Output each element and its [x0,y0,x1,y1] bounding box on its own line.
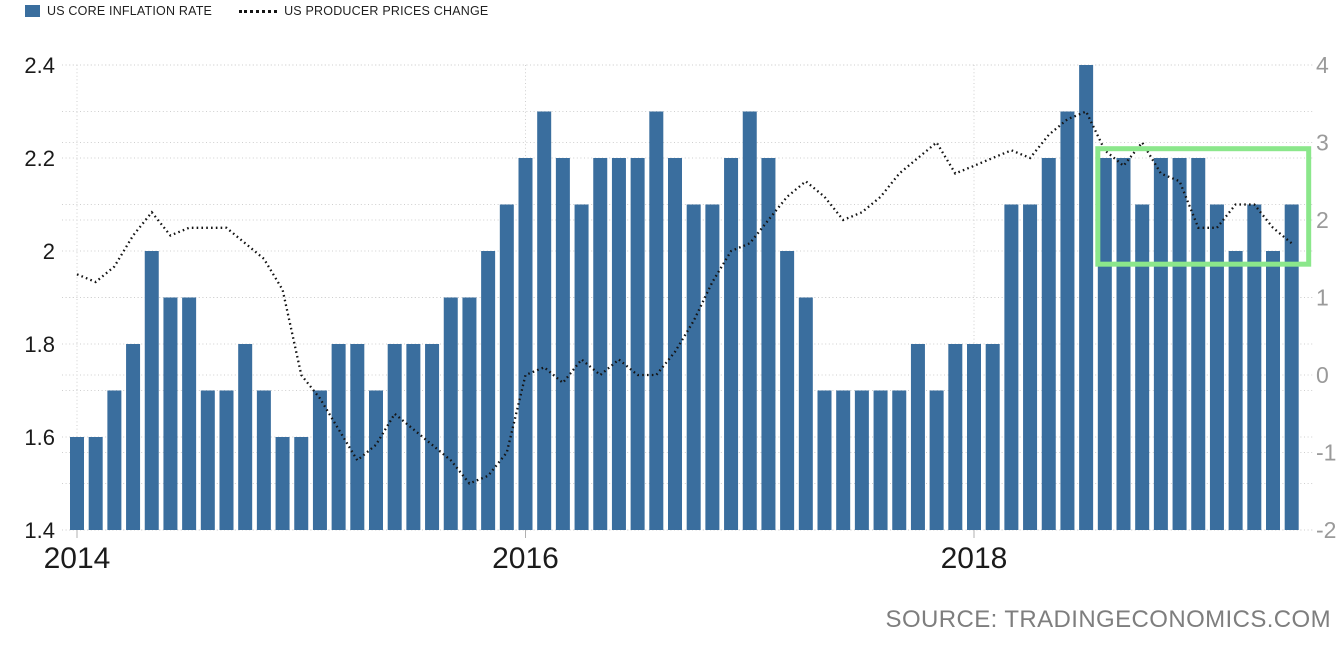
y-axis-right-label: -2 [1316,517,1336,543]
y-axis-right-label: 1 [1316,285,1329,311]
inflation-bar [163,297,178,530]
inflation-bar [1041,158,1056,530]
inflation-bar [200,390,215,530]
inflation-bar [611,158,626,530]
inflation-bar [1228,251,1243,530]
y-axis-right-label: 3 [1316,130,1329,156]
inflation-bar [555,158,570,530]
inflation-bar [948,344,963,530]
inflation-bar [854,390,869,530]
inflation-bar [312,390,327,530]
x-axis-label: 2014 [44,542,111,575]
legend-label-producer-prices: US PRODUCER PRICES CHANGE [284,4,489,18]
y-axis-left-label: 2.2 [24,146,55,171]
inflation-bar [481,251,496,530]
inflation-bar [537,111,552,530]
source-attribution: SOURCE: TRADINGECONOMICS.COM [885,606,1331,633]
inflation-bar [705,204,720,530]
legend-item-producer-prices[interactable]: US PRODUCER PRICES CHANGE [239,4,488,18]
inflation-bar [462,297,477,530]
inflation-bar [182,297,197,530]
y-axis-right-label: -1 [1316,440,1336,466]
inflation-bar [256,390,271,530]
inflation-bar [88,437,103,530]
inflation-bar [107,390,122,530]
inflation-bar [780,251,795,530]
legend-label-core-inflation: US CORE INFLATION RATE [47,4,213,18]
inflation-bar [1209,204,1224,530]
inflation-bar [929,390,944,530]
inflation-bar [910,344,925,530]
dotted-line-swatch-icon [239,9,278,13]
x-axis-label: 2018 [941,542,1008,575]
inflation-bar [873,390,888,530]
legend-item-core-inflation[interactable]: US CORE INFLATION RATE [25,4,212,18]
inflation-bar [1097,158,1112,530]
inflation-bar [126,344,141,530]
inflation-bar [892,390,907,530]
inflation-bar [593,158,608,530]
inflation-bar [985,344,1000,530]
y-axis-right-label: 0 [1316,362,1329,388]
inflation-bar [742,111,757,530]
inflation-bar [144,251,159,530]
inflation-bar [1135,204,1150,530]
y-axis-left-label: 1.4 [24,518,55,543]
inflation-bar [1079,65,1094,530]
inflation-bar [1060,111,1075,530]
inflation-bar [518,158,533,530]
inflation-bar [275,437,290,530]
inflation-bar [1284,204,1299,530]
y-axis-right-label: 2 [1316,207,1329,233]
inflation-bar [238,344,253,530]
inflation-bar [1191,158,1206,530]
producer-prices-line [76,110,1293,485]
y-axis-left-label: 1.8 [24,332,55,357]
inflation-bar [499,204,514,530]
inflation-bar [350,344,365,530]
inflation-bar [817,390,832,530]
inflation-bar [443,297,458,530]
inflation-bar [219,390,234,530]
inflation-bar [724,158,739,530]
legend: US CORE INFLATION RATE US PRODUCER PRICE… [25,4,488,18]
inflation-bar [630,158,645,530]
y-axis-right-label: 4 [1316,52,1329,78]
inflation-bar [70,437,84,530]
inflation-bar [331,344,346,530]
inflation-bar [369,390,383,530]
inflation-bar [1004,204,1019,530]
inflation-bar [836,390,851,530]
inflation-bar [686,204,701,530]
inflation-bar [967,344,981,530]
inflation-bar [425,344,440,530]
inflation-bar [387,344,402,530]
x-axis-label: 2016 [492,542,559,575]
y-axis-left-label: 1.6 [24,425,55,450]
inflation-bar [1266,251,1280,530]
inflation-bar [1247,204,1262,530]
inflation-bar [574,204,589,530]
inflation-bar [668,158,682,530]
inflation-bar [1153,158,1168,530]
inflation-bar [406,344,421,530]
inflation-bar [798,297,813,530]
inflation-bar [1116,158,1131,530]
inflation-bar [649,111,664,530]
inflation-bar [1172,158,1187,530]
highlight-box [1095,146,1312,267]
inflation-bar [761,158,776,530]
y-axis-left-label: 2 [43,239,55,264]
y-axis-left-label: 2.4 [24,53,55,78]
inflation-bar [294,437,309,530]
inflation-bar [1023,204,1038,530]
bar-swatch-icon [25,5,40,17]
